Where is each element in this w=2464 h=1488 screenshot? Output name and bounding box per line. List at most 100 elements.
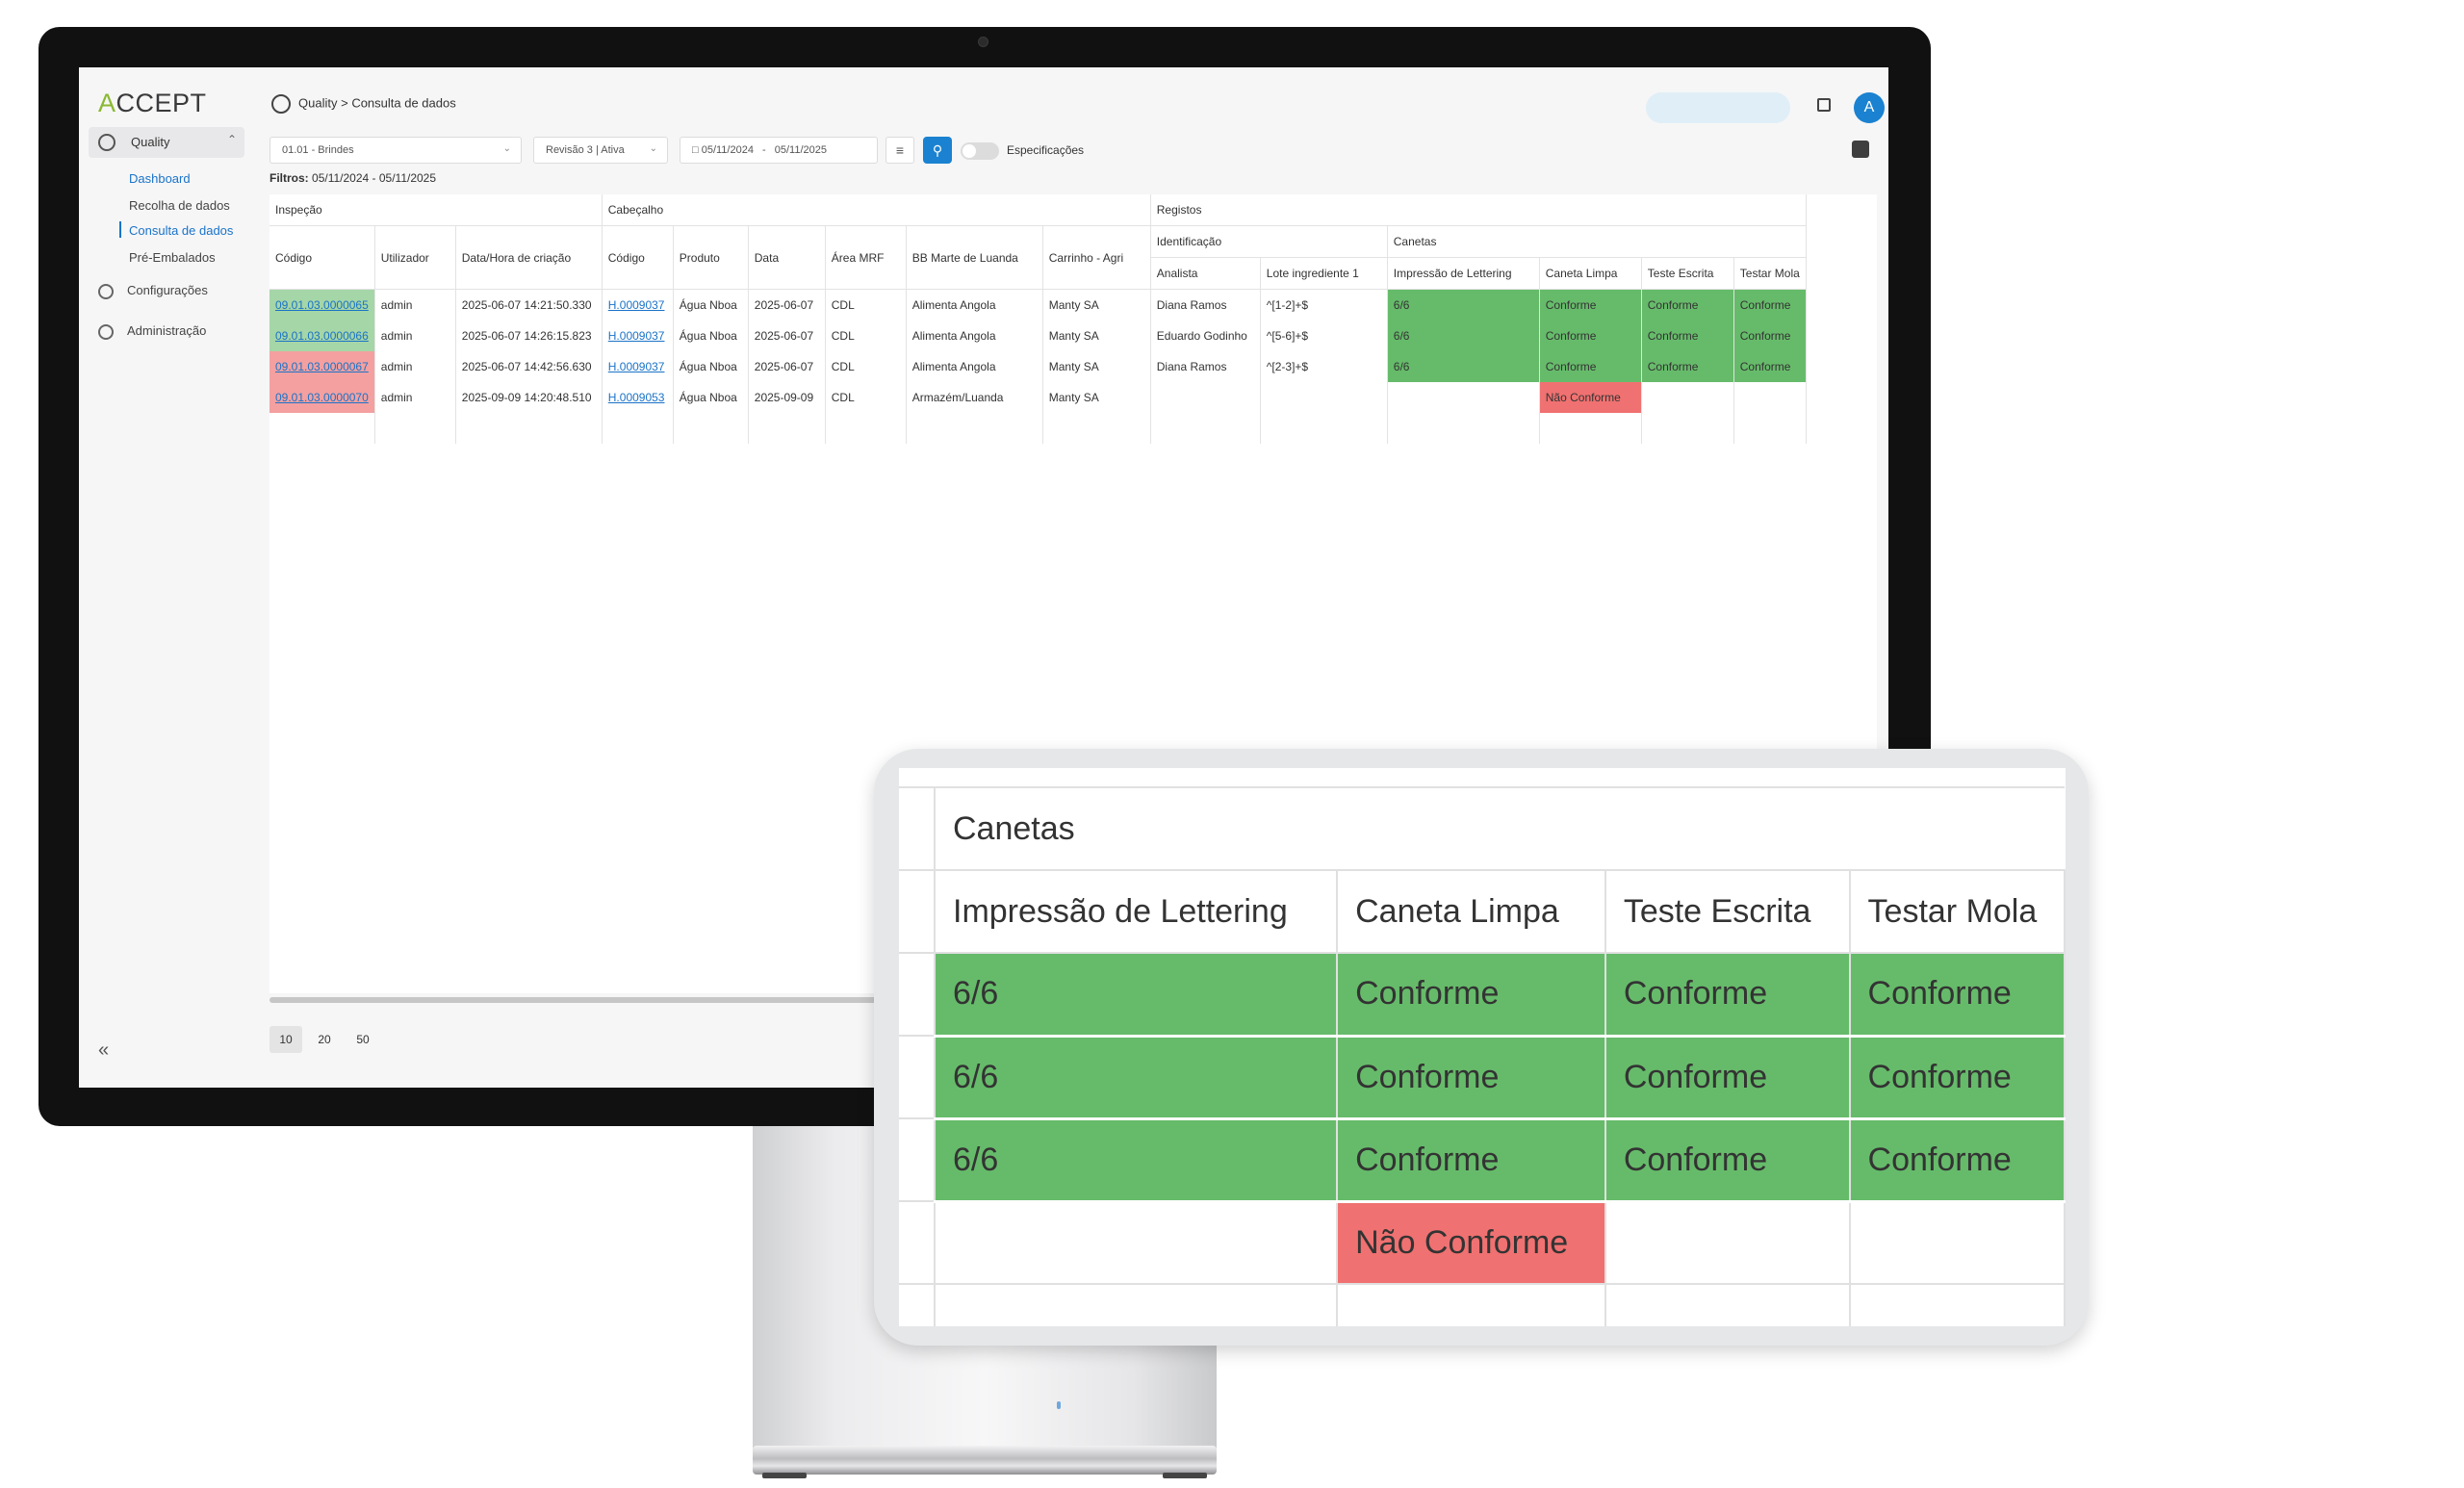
webcam bbox=[978, 37, 988, 47]
zoom-cell: Conforme bbox=[1849, 1118, 2066, 1203]
cell: Manty SA bbox=[1042, 382, 1151, 413]
cell: CDL bbox=[825, 382, 907, 413]
user-avatar[interactable]: A bbox=[1854, 92, 1885, 123]
cell: 2025-06-07 bbox=[748, 289, 826, 321]
cell-impressao: 6/6 bbox=[1387, 289, 1540, 321]
active-filters: Filtros: 05/11/2024 - 05/11/2025 bbox=[270, 171, 437, 185]
monitor-foot-left bbox=[762, 1473, 807, 1478]
nav-configuracoes[interactable]: Configurações bbox=[98, 283, 208, 299]
cell: admin bbox=[374, 382, 456, 413]
cell: Armazém/Luanda bbox=[906, 382, 1043, 413]
chevron-up-icon: ⌃ bbox=[227, 133, 238, 146]
col-data[interactable]: Data bbox=[748, 225, 826, 290]
cell: 2025-09-09 14:20:48.510 bbox=[455, 382, 603, 413]
search-button[interactable]: ⚲ bbox=[923, 137, 952, 164]
calendar-icon: □ bbox=[692, 144, 699, 156]
table-row[interactable]: 09.01.03.0000070 admin 2025-09-09 14:20:… bbox=[270, 382, 1807, 413]
row-codigo[interactable]: 09.01.03.0000065 bbox=[270, 289, 375, 321]
cell: Diana Ramos bbox=[1150, 351, 1261, 382]
quality-icon bbox=[271, 94, 291, 114]
cell-impressao: 6/6 bbox=[1387, 351, 1540, 382]
zoom-col-caneta-limpa: Caneta Limpa bbox=[1337, 870, 1606, 954]
page-size-10[interactable]: 10 bbox=[270, 1026, 302, 1053]
col-cab-codigo[interactable]: Código bbox=[602, 225, 674, 290]
col-codigo[interactable]: Código bbox=[270, 225, 375, 290]
cell: admin bbox=[374, 321, 456, 351]
sliders-icon: ≡ bbox=[895, 142, 905, 158]
top-search-pill[interactable] bbox=[1646, 92, 1790, 123]
zoom-subgroup-canetas: Canetas bbox=[935, 787, 2065, 871]
col-testar-mola[interactable]: Testar Mola bbox=[1733, 257, 1807, 290]
cell bbox=[1260, 382, 1388, 413]
col-data-hora[interactable]: Data/Hora de criação bbox=[455, 225, 603, 290]
table-row[interactable]: 09.01.03.0000067 admin 2025-06-07 14:42:… bbox=[270, 351, 1807, 382]
nav-recolha-de-dados[interactable]: Recolha de dados bbox=[129, 198, 230, 213]
cell: Água Nboa bbox=[673, 382, 749, 413]
active-indicator bbox=[119, 221, 121, 238]
zoom-cell: Conforme bbox=[1604, 953, 1851, 1038]
nav-dashboard[interactable]: Dashboard bbox=[129, 171, 191, 186]
especificacoes-toggle[interactable] bbox=[961, 142, 999, 160]
collapse-sidebar-button[interactable]: « bbox=[98, 1039, 110, 1061]
table-row[interactable]: 09.01.03.0000065 admin 2025-06-07 14:21:… bbox=[270, 289, 1807, 321]
row-codigo[interactable]: 09.01.03.0000067 bbox=[270, 351, 375, 382]
table-row[interactable]: 09.01.03.0000066 admin 2025-06-07 14:26:… bbox=[270, 321, 1807, 351]
nav-pre-embalados[interactable]: Pré-Embalados bbox=[129, 250, 216, 265]
especificacoes-label: Especificações bbox=[1007, 143, 1085, 157]
cell: 2025-06-07 bbox=[748, 351, 826, 382]
shield-icon bbox=[98, 323, 114, 340]
row-codigo[interactable]: 09.01.03.0000066 bbox=[270, 321, 375, 351]
breadcrumb-current: Consulta de dados bbox=[351, 95, 456, 111]
cell: 2025-06-07 bbox=[748, 321, 826, 351]
col-utilizador[interactable]: Utilizador bbox=[374, 225, 456, 290]
col-teste-escrita[interactable]: Teste Escrita bbox=[1641, 257, 1734, 290]
cell: Manty SA bbox=[1042, 289, 1151, 321]
nav-quality[interactable]: Quality ⌃ bbox=[89, 127, 244, 158]
cell-teste-escrita: Conforme bbox=[1641, 351, 1734, 382]
col-impressao[interactable]: Impressão de Lettering bbox=[1387, 257, 1540, 290]
row-cab-codigo[interactable]: H.0009037 bbox=[602, 289, 674, 321]
page-size-20[interactable]: 20 bbox=[318, 1033, 331, 1046]
monitor-foot-right bbox=[1163, 1473, 1207, 1478]
zoom-cell: 6/6 bbox=[935, 1118, 1339, 1203]
date-range-picker[interactable]: □ 05/11/2024 - 05/11/2025 bbox=[680, 137, 878, 164]
col-produto[interactable]: Produto bbox=[673, 225, 749, 290]
revision-select[interactable]: Revisão 3 | Ativa ⌄ bbox=[533, 137, 668, 164]
cell: Manty SA bbox=[1042, 351, 1151, 382]
cell: 2025-06-07 14:42:56.630 bbox=[455, 351, 603, 382]
page-size-50[interactable]: 50 bbox=[356, 1033, 370, 1046]
horizontal-scrollbar[interactable] bbox=[270, 997, 943, 1003]
adjust-filters-button[interactable]: ≡ bbox=[886, 137, 914, 164]
cell: Alimenta Angola bbox=[906, 289, 1043, 321]
zoom-cell: Não Conforme bbox=[1337, 1201, 1606, 1285]
col-carrinho[interactable]: Carrinho - Agri bbox=[1042, 225, 1151, 290]
zoom-cell: Conforme bbox=[1604, 1118, 1851, 1203]
col-bb[interactable]: BB Marte de Luanda bbox=[906, 225, 1043, 290]
site-select[interactable]: 01.01 - Brindes ⌄ bbox=[270, 137, 522, 164]
calendar-icon[interactable] bbox=[1817, 98, 1831, 112]
gear-icon bbox=[98, 283, 114, 299]
cell: Alimenta Angola bbox=[906, 321, 1043, 351]
zoom-cell: Conforme bbox=[1337, 953, 1606, 1038]
row-cab-codigo[interactable]: H.0009037 bbox=[602, 321, 674, 351]
nav-administracao[interactable]: Administração bbox=[98, 323, 206, 340]
zoom-cell: 6/6 bbox=[935, 953, 1339, 1038]
row-cab-codigo[interactable]: H.0009037 bbox=[602, 351, 674, 382]
col-lote[interactable]: Lote ingrediente 1 bbox=[1260, 257, 1388, 290]
zoom-callout-content: Canetas Impressão de Lettering Caneta Li… bbox=[899, 768, 2066, 1326]
zoom-cell: Conforme bbox=[1337, 1118, 1606, 1203]
row-cab-codigo[interactable]: H.0009053 bbox=[602, 382, 674, 413]
col-caneta-limpa[interactable]: Caneta Limpa bbox=[1539, 257, 1642, 290]
row-codigo[interactable]: 09.01.03.0000070 bbox=[270, 382, 375, 413]
breadcrumb-separator: > bbox=[341, 95, 348, 111]
export-excel-icon[interactable] bbox=[1852, 141, 1869, 158]
nav-quality-label: Quality bbox=[131, 135, 170, 149]
zoomed-table: Canetas Impressão de Lettering Caneta Li… bbox=[899, 768, 2066, 1326]
breadcrumb-root[interactable]: Quality bbox=[298, 95, 338, 111]
zoom-callout: Canetas Impressão de Lettering Caneta Li… bbox=[874, 749, 2089, 1346]
nav-consulta-de-dados[interactable]: Consulta de dados bbox=[129, 223, 234, 238]
col-analista[interactable]: Analista bbox=[1150, 257, 1261, 290]
zoom-cell bbox=[935, 1201, 1339, 1285]
col-area[interactable]: Área MRF bbox=[825, 225, 907, 290]
cell: CDL bbox=[825, 351, 907, 382]
